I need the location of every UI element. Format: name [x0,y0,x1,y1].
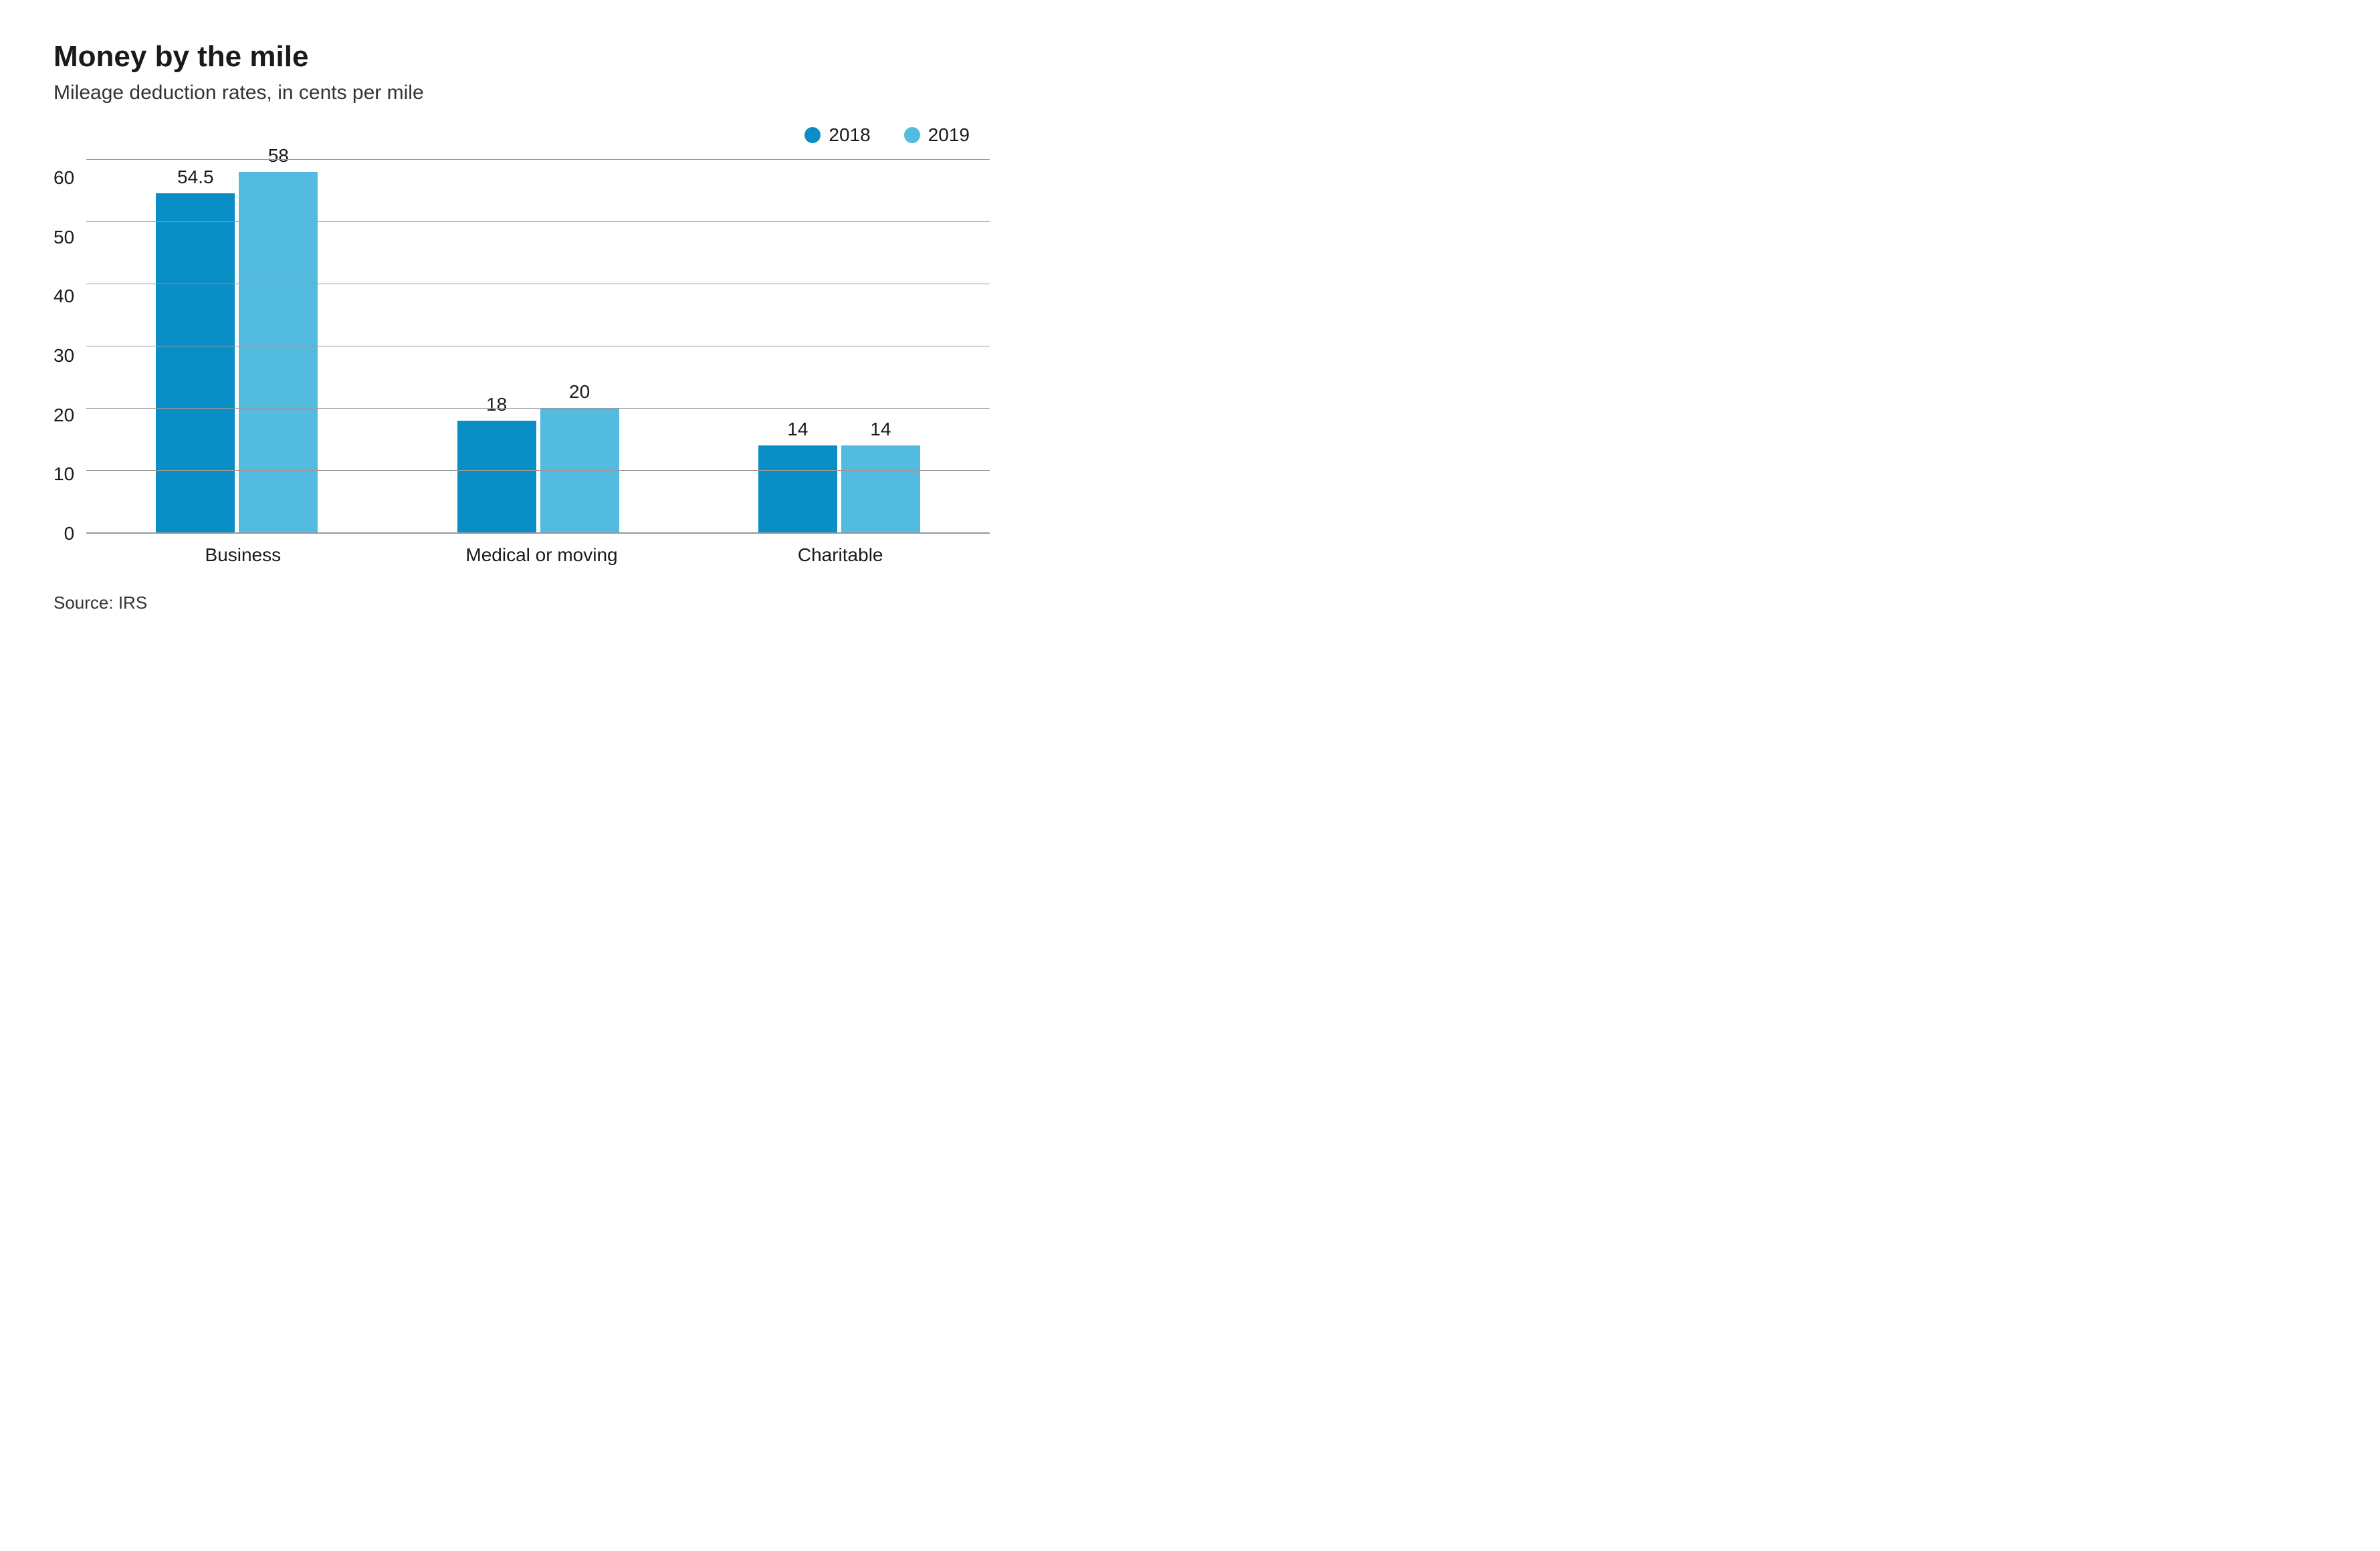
bar-value-label: 18 [486,394,507,415]
bar [156,193,235,532]
bar [239,172,318,532]
plot-wrapper: 6050403020100 54.55818201414 [53,159,990,534]
gridline [86,408,990,409]
bar-value-label: 14 [787,419,808,440]
bar-value-label: 54.5 [177,167,214,188]
plot-area: 54.55818201414 [86,159,990,534]
y-tick-label: 10 [53,465,74,484]
bar [758,445,837,532]
legend-label-2019: 2019 [928,124,970,146]
bar-value-label: 58 [268,145,289,167]
source-attribution: Source: IRS [53,593,990,613]
y-tick-label: 0 [64,524,75,543]
mileage-chart: Money by the mile Mileage deduction rate… [53,40,990,613]
y-tick-label: 50 [53,228,74,247]
legend-swatch-2019 [904,127,920,143]
bar-value-label: 20 [569,381,590,403]
legend: 2018 2019 [53,124,990,146]
y-tick-label: 20 [53,406,74,425]
bar [841,445,920,532]
y-tick-label: 30 [53,346,74,365]
legend-label-2018: 2018 [829,124,870,146]
y-tick-label: 60 [53,169,74,187]
x-axis: BusinessMedical or movingCharitable [53,544,990,566]
legend-item-2018: 2018 [804,124,870,146]
chart-subtitle: Mileage deduction rates, in cents per mi… [53,82,990,104]
bar [457,421,536,532]
y-tick-label: 40 [53,287,74,306]
x-axis-label: Medical or moving [393,544,691,566]
legend-swatch-2018 [804,127,821,143]
gridline [86,159,990,160]
gridline [86,470,990,471]
y-axis: 6050403020100 [53,159,86,534]
legend-item-2019: 2019 [904,124,970,146]
x-axis-label: Business [94,544,393,566]
chart-title: Money by the mile [53,40,990,74]
bar-value-label: 14 [870,419,891,440]
gridline [86,221,990,222]
x-axis-label: Charitable [691,544,990,566]
